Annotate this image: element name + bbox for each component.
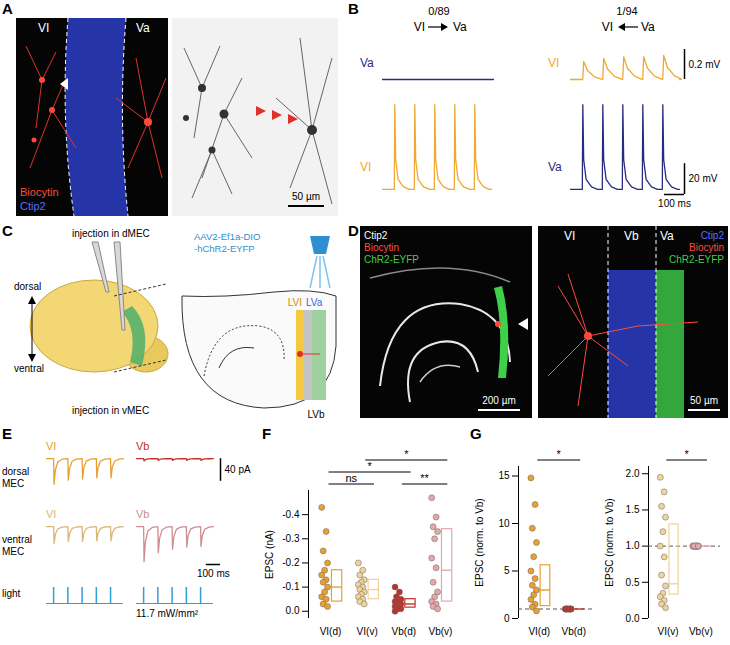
svg-text:Biocytin: Biocytin bbox=[689, 242, 724, 253]
svg-text:VI: VI bbox=[38, 21, 49, 35]
svg-text:Va: Va bbox=[453, 20, 467, 34]
svg-text:15: 15 bbox=[498, 470, 510, 481]
svg-text:LVI: LVI bbox=[288, 297, 302, 308]
svg-text:Vb: Vb bbox=[624, 229, 639, 243]
svg-text:100 ms: 100 ms bbox=[658, 198, 691, 209]
svg-text:Va: Va bbox=[660, 229, 674, 243]
html-text:11.7 mW/mm²: 11.7 mW/mm² bbox=[136, 608, 198, 619]
svg-text:ChR2-EYFP: ChR2-EYFP bbox=[364, 254, 419, 265]
html-text:VI: VI bbox=[46, 508, 57, 520]
svg-text:ns: ns bbox=[345, 472, 357, 484]
svg-text:20 mV: 20 mV bbox=[689, 173, 718, 184]
html-text:C: C bbox=[2, 222, 13, 239]
html-text:VI: VI bbox=[360, 160, 372, 174]
svg-text:VI(d): VI(d) bbox=[528, 626, 550, 637]
html-text:dorsal: dorsal bbox=[2, 466, 30, 477]
svg-text:-0.3: -0.3 bbox=[282, 533, 300, 544]
svg-text:VI(v): VI(v) bbox=[357, 626, 378, 637]
svg-text:EPSC (norm. to Vb): EPSC (norm. to Vb) bbox=[474, 498, 485, 586]
html-text:VI: VI bbox=[46, 440, 57, 452]
svg-text:Va: Va bbox=[136, 21, 150, 35]
html-text:ventral: ventral bbox=[2, 534, 32, 545]
svg-text:ChR2-EYFP: ChR2-EYFP bbox=[669, 254, 724, 265]
svg-text:10: 10 bbox=[498, 518, 510, 529]
svg-text:injection in dMEC: injection in dMEC bbox=[72, 228, 150, 239]
svg-text:-0.1: -0.1 bbox=[282, 581, 300, 592]
html-text:MEC: MEC bbox=[2, 546, 25, 557]
svg-text:0.0: 0.0 bbox=[626, 613, 640, 624]
svg-text:1.5: 1.5 bbox=[626, 504, 640, 515]
html-text:D: D bbox=[348, 222, 359, 239]
svg-text:Biocytin: Biocytin bbox=[364, 242, 399, 253]
svg-text:**: ** bbox=[420, 472, 429, 484]
svg-text:Vb(d): Vb(d) bbox=[562, 626, 586, 637]
svg-text:Ctip2: Ctip2 bbox=[20, 200, 46, 212]
html-text:F: F bbox=[262, 425, 272, 442]
html-text:1/94: 1/94 bbox=[616, 5, 638, 17]
html-text:MEC: MEC bbox=[2, 478, 25, 489]
svg-text:Biocytin: Biocytin bbox=[20, 186, 59, 198]
svg-text:AAV2-Ef1a-DIO: AAV2-Ef1a-DIO bbox=[194, 231, 260, 242]
html-text:0/89: 0/89 bbox=[428, 5, 450, 17]
svg-text:VI(v): VI(v) bbox=[658, 626, 679, 637]
svg-text:0.2 mV: 0.2 mV bbox=[689, 59, 721, 70]
svg-text:*: * bbox=[367, 460, 372, 472]
html-text:VI: VI bbox=[548, 56, 560, 70]
svg-text:*: * bbox=[684, 448, 689, 460]
svg-text:VI: VI bbox=[564, 229, 575, 243]
svg-text:Va: Va bbox=[641, 20, 655, 34]
svg-text:Ctip2: Ctip2 bbox=[364, 230, 388, 241]
html-text:Va: Va bbox=[360, 56, 374, 70]
svg-text:0.0: 0.0 bbox=[286, 605, 300, 616]
svg-text:*: * bbox=[557, 448, 562, 460]
svg-text:VI: VI bbox=[414, 20, 425, 34]
svg-text:-hChR2-EYFP: -hChR2-EYFP bbox=[194, 243, 255, 254]
svg-text:Vb(v): Vb(v) bbox=[689, 626, 713, 637]
svg-text:EPSC (nA): EPSC (nA) bbox=[264, 530, 275, 579]
svg-text:40 pA: 40 pA bbox=[225, 464, 251, 475]
svg-text:-0.2: -0.2 bbox=[282, 557, 300, 568]
svg-text:50 µm: 50 µm bbox=[690, 395, 718, 406]
svg-text:VI: VI bbox=[602, 20, 613, 34]
svg-text:1.0: 1.0 bbox=[626, 540, 640, 551]
svg-text:5: 5 bbox=[504, 565, 510, 576]
html-text:Vb: Vb bbox=[136, 440, 150, 452]
html-text:G: G bbox=[470, 425, 482, 442]
html-text:E: E bbox=[2, 425, 12, 442]
html-text:Va: Va bbox=[548, 160, 562, 174]
html-text:light: light bbox=[2, 588, 21, 599]
svg-text:Vb(d): Vb(d) bbox=[392, 626, 416, 637]
svg-text:EPSC (norm. to Vb): EPSC (norm. to Vb) bbox=[604, 498, 615, 586]
svg-text:LVa: LVa bbox=[306, 297, 323, 308]
svg-text:Vb(v): Vb(v) bbox=[429, 626, 453, 637]
html-text:A: A bbox=[2, 0, 13, 17]
svg-text:-0.4: -0.4 bbox=[282, 509, 300, 520]
svg-text:100 ms: 100 ms bbox=[197, 568, 230, 579]
svg-text:VI(d): VI(d) bbox=[320, 626, 342, 637]
svg-text:0: 0 bbox=[504, 613, 510, 624]
svg-text:200 µm: 200 µm bbox=[482, 395, 516, 406]
svg-text:2.0: 2.0 bbox=[626, 468, 640, 479]
svg-text:Ctip2: Ctip2 bbox=[701, 230, 725, 241]
svg-text:ventral: ventral bbox=[14, 363, 44, 374]
html-text:Vb: Vb bbox=[136, 508, 150, 520]
svg-text:50 µm: 50 µm bbox=[292, 191, 320, 202]
svg-text:dorsal: dorsal bbox=[14, 281, 41, 292]
svg-text:LVb: LVb bbox=[307, 409, 324, 420]
svg-text:injection in vMEC: injection in vMEC bbox=[72, 405, 149, 416]
svg-text:0.5: 0.5 bbox=[626, 577, 640, 588]
svg-text:*: * bbox=[404, 448, 409, 460]
html-text:B: B bbox=[348, 0, 359, 17]
